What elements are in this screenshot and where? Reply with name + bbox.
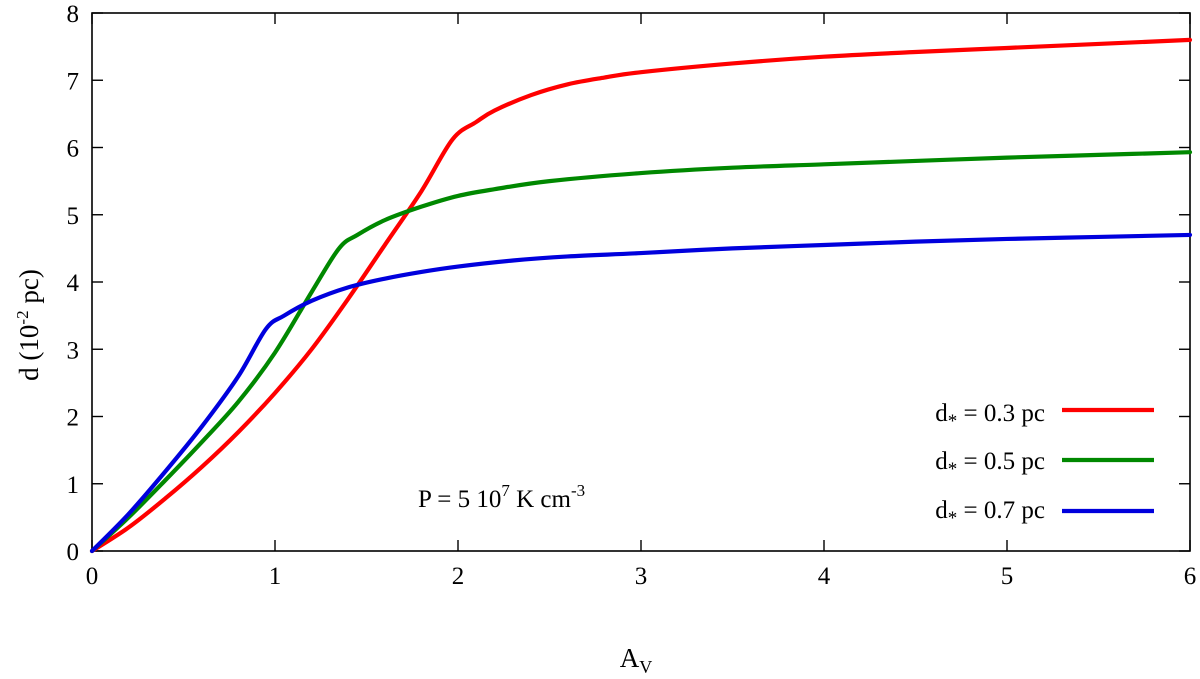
y-tick-label-6: 6 [67, 136, 80, 163]
y-tick-label-4: 4 [67, 270, 80, 297]
y-tick-label-3: 3 [67, 337, 80, 364]
legend-label-0: d* = 0.3 pc [935, 400, 1045, 432]
y-tick-label-7: 7 [67, 68, 80, 95]
legend-entry-2: d* = 0.7 pc [935, 497, 1154, 529]
x-tick-label-1: 1 [269, 563, 282, 590]
x-tick-label-3: 3 [635, 563, 648, 590]
tick-labels: 0 1 2 3 4 5 6 0 1 2 3 4 5 6 7 8 [67, 1, 1197, 590]
x-tick-label-4: 4 [818, 563, 831, 590]
legend-entry-0: d* = 0.3 pc [935, 400, 1154, 432]
series-line-0 [89, 37, 1193, 554]
x-tick-label-0: 0 [86, 563, 99, 590]
y-axis-title: d (10-2 pc) [13, 269, 44, 381]
y-tick-label-5: 5 [67, 203, 80, 230]
y-tick-label-2: 2 [67, 405, 80, 432]
legend-label-2: d* = 0.7 pc [935, 497, 1045, 529]
y-tick-label-0: 0 [67, 539, 80, 566]
x-tick-label-6: 6 [1184, 563, 1197, 590]
axis-ticks [91, 12, 1191, 552]
series-lines [89, 37, 1193, 554]
legend-label-1: d* = 0.5 pc [935, 448, 1045, 480]
series-line-2 [89, 232, 1193, 554]
legend: d* = 0.3 pc d* = 0.5 pc d* = 0.7 pc [935, 400, 1154, 529]
x-tick-label-2: 2 [452, 563, 465, 590]
x-axis-title: AV [620, 643, 653, 677]
legend-entry-1: d* = 0.5 pc [935, 448, 1154, 480]
y-tick-label-1: 1 [67, 472, 80, 499]
x-tick-label-5: 5 [1001, 563, 1014, 590]
series-line-1 [89, 150, 1193, 554]
pressure-annotation: P = 5 107 K cm-3 [418, 481, 585, 513]
y-tick-label-8: 8 [67, 1, 80, 28]
